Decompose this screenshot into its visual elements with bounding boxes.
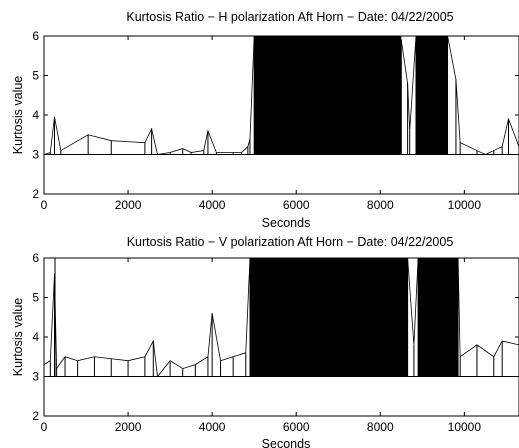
y-tick-label: 6 bbox=[32, 251, 39, 265]
x-tick-label: 0 bbox=[41, 198, 48, 212]
burst-region bbox=[418, 258, 459, 377]
trace-v bbox=[44, 258, 519, 378]
burst-region bbox=[54, 258, 56, 377]
x-tick-label: 8000 bbox=[367, 198, 394, 212]
x-tick-label: 4000 bbox=[199, 198, 226, 212]
trace-h bbox=[44, 36, 519, 155]
x-tick-label: 8000 bbox=[367, 420, 394, 434]
x-tick-label: 4000 bbox=[199, 420, 226, 434]
chart-v-polarization: Kurtosis Ratio − V polarization Aft Horn… bbox=[11, 235, 519, 448]
chart-h-polarization: Kurtosis Ratio − H polarization Aft Horn… bbox=[11, 10, 519, 230]
y-axis-label-v: Kurtosis value bbox=[11, 298, 25, 377]
y-tick-label: 5 bbox=[32, 69, 39, 83]
burst-region bbox=[249, 258, 408, 377]
chart-title-v: Kurtosis Ratio − V polarization Aft Horn… bbox=[127, 235, 454, 249]
y-tick-label: 3 bbox=[32, 148, 39, 162]
x-tick-label: 6000 bbox=[283, 420, 310, 434]
y-tick-label: 6 bbox=[32, 29, 39, 43]
burst-region bbox=[254, 36, 402, 155]
y-tick-label: 5 bbox=[32, 291, 39, 305]
burst-region bbox=[416, 36, 448, 155]
chart-title-h: Kurtosis Ratio − H polarization Aft Horn… bbox=[126, 10, 453, 24]
x-tick-label: 10000 bbox=[448, 420, 482, 434]
y-tick-label: 4 bbox=[32, 330, 39, 344]
y-ticks-v: 2 3 4 5 6 bbox=[32, 251, 519, 423]
x-ticks-h: 0 2000 4000 6000 8000 10000 bbox=[41, 36, 482, 212]
x-tick-label: 10000 bbox=[448, 198, 482, 212]
x-tick-label: 2000 bbox=[115, 420, 142, 434]
y-tick-label: 2 bbox=[32, 409, 39, 423]
y-tick-label: 4 bbox=[32, 108, 39, 122]
x-axis-label-h: Seconds bbox=[262, 216, 311, 230]
y-axis-label-h: Kurtosis value bbox=[11, 76, 25, 155]
x-ticks-v: 0 2000 4000 6000 8000 10000 bbox=[41, 258, 482, 434]
x-tick-label: 2000 bbox=[115, 198, 142, 212]
series-line-v bbox=[44, 258, 519, 378]
y-ticks-h: 2 3 4 5 6 bbox=[32, 29, 519, 201]
x-tick-label: 0 bbox=[41, 420, 48, 434]
y-tick-label: 2 bbox=[32, 187, 39, 201]
y-tick-label: 3 bbox=[32, 370, 39, 384]
x-axis-label-v: Seconds bbox=[262, 437, 311, 448]
x-tick-label: 6000 bbox=[283, 198, 310, 212]
